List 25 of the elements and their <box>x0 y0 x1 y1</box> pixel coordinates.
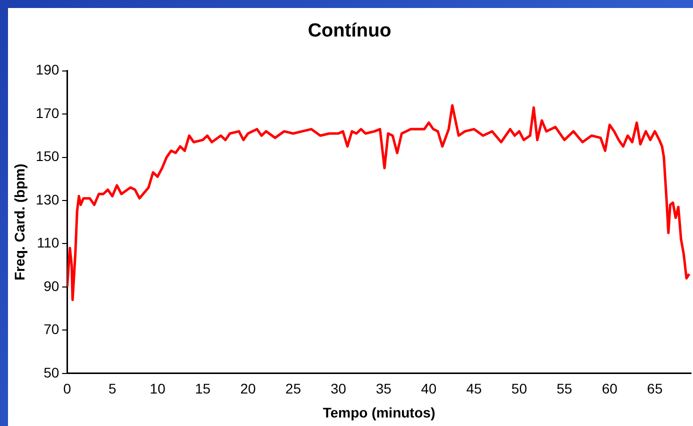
x-tick-label: 0 <box>63 380 72 397</box>
x-tick-label: 55 <box>556 380 572 397</box>
x-tick-label: 30 <box>330 380 346 397</box>
chart-title: Contínuo <box>308 20 392 42</box>
x-tick-label: 40 <box>421 380 437 397</box>
y-tick-label: 50 <box>44 364 60 380</box>
x-tick-label: 15 <box>194 380 211 397</box>
x-tick-label: 10 <box>150 380 166 397</box>
y-tick-label: 110 <box>36 234 60 251</box>
y-tick-label: 190 <box>36 62 60 78</box>
y-tick-label: 130 <box>36 191 60 208</box>
x-tick-label: 5 <box>108 380 116 397</box>
x-tick-label: 65 <box>647 380 663 397</box>
y-axis-title: Freq. Card. (bpm) <box>11 164 28 280</box>
x-tick-label: 60 <box>602 380 618 397</box>
x-tick-label: 50 <box>511 380 528 397</box>
x-axis-title: Tempo (minutos) <box>322 404 436 420</box>
x-tick-label: 45 <box>466 380 482 397</box>
y-tick-label: 70 <box>44 321 60 338</box>
x-tick-label: 35 <box>376 380 392 397</box>
x-tick-label: 20 <box>240 380 256 397</box>
y-tick-label: 150 <box>36 148 60 164</box>
x-tick-label: 25 <box>285 380 302 397</box>
y-tick-label: 170 <box>36 104 60 121</box>
y-tick-label: 90 <box>44 278 60 294</box>
